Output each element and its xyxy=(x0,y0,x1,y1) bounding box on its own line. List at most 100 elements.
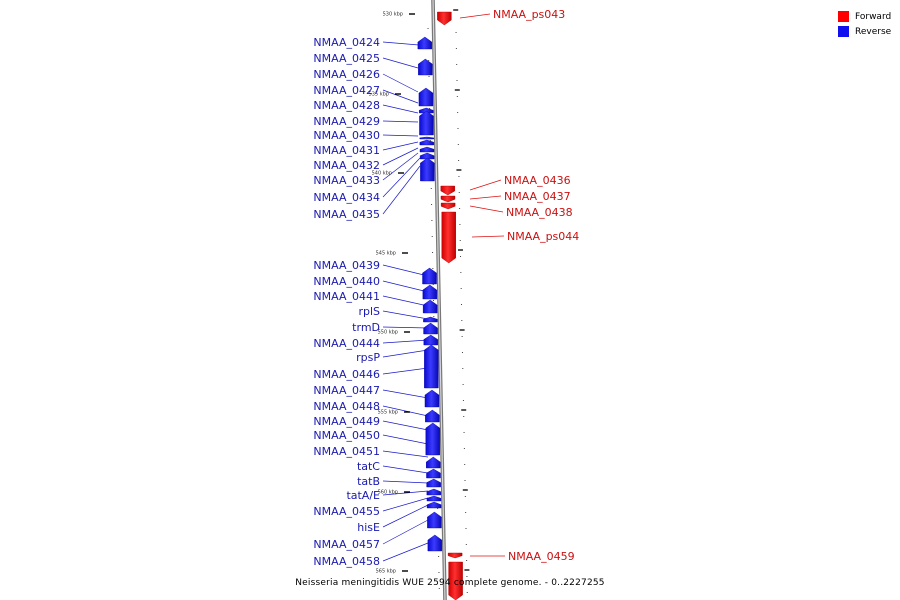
reverse-gene-block[interactable] xyxy=(427,511,442,529)
gene-label-nmaa-ps043[interactable]: NMAA_ps043 xyxy=(493,8,565,21)
gene-label-trmd[interactable]: trmD xyxy=(352,321,380,334)
gene-label-nmaa-0458[interactable]: NMAA_0458 xyxy=(313,555,380,568)
tick-label-565-kbp: 565 kbp xyxy=(376,569,396,575)
forward-gene-block[interactable] xyxy=(440,202,456,210)
reverse-gene-block[interactable] xyxy=(417,36,433,50)
reverse-gene-block[interactable] xyxy=(426,478,441,488)
forward-gene-block[interactable] xyxy=(440,185,456,196)
minor-tick xyxy=(432,252,434,253)
reverse-gene-block[interactable] xyxy=(423,322,438,335)
forward-gene-block[interactable] xyxy=(440,195,456,203)
leader-line-rpsp xyxy=(382,349,429,358)
gene-label-nmaa-0435[interactable]: NMAA_0435 xyxy=(313,208,380,221)
minor-tick xyxy=(460,272,462,273)
minor-tick xyxy=(461,352,463,353)
reverse-gene-block[interactable] xyxy=(424,344,439,389)
gene-label-nmaa-0437[interactable]: NMAA_0437 xyxy=(504,190,571,203)
reverse-gene-block[interactable] xyxy=(423,316,438,323)
gene-label-nmaa-0439[interactable]: NMAA_0439 xyxy=(313,259,380,272)
gene-label-tatc[interactable]: tatC xyxy=(357,460,380,473)
minor-tick xyxy=(457,128,459,129)
reverse-gene-block[interactable] xyxy=(426,495,442,502)
forward-gene-block[interactable] xyxy=(437,11,452,26)
reverse-gene-block[interactable] xyxy=(426,488,442,496)
leader-line-nmaa-0457 xyxy=(382,519,429,545)
gene-label-nmaa-0459[interactable]: NMAA_0459 xyxy=(508,550,575,563)
gene-label-nmaa-0427[interactable]: NMAA_0427 xyxy=(313,84,380,97)
gene-label-nmaa-0432[interactable]: NMAA_0432 xyxy=(313,159,380,172)
minor-tick xyxy=(433,316,435,317)
gene-label-nmaa-0446[interactable]: NMAA_0446 xyxy=(313,368,380,381)
gene-label-nmaa-0440[interactable]: NMAA_0440 xyxy=(313,275,380,288)
reverse-gene-block[interactable] xyxy=(419,110,434,136)
reverse-gene-block[interactable] xyxy=(419,146,435,153)
gene-label-nmaa-0450[interactable]: NMAA_0450 xyxy=(313,429,380,442)
minor-tick xyxy=(432,284,434,285)
reverse-gene-block[interactable] xyxy=(419,107,434,114)
reverse-gene-block[interactable] xyxy=(426,501,442,509)
forward-gene-block[interactable] xyxy=(448,561,463,600)
reverse-gene-block[interactable] xyxy=(424,389,440,408)
gene-label-nmaa-0447[interactable]: NMAA_0447 xyxy=(313,384,380,397)
forward-gene-block[interactable] xyxy=(441,211,456,264)
chromosome-axis-highlight xyxy=(432,0,446,600)
gene-label-tata-e[interactable]: tatA/E xyxy=(346,489,380,502)
reverse-gene-block[interactable] xyxy=(418,58,433,76)
leader-line-nmaa-0448 xyxy=(382,405,429,417)
leader-line-tatb xyxy=(382,480,429,484)
gene-label-nmaa-0451[interactable]: NMAA_0451 xyxy=(313,445,380,458)
legend-item-forward: Forward xyxy=(838,9,891,24)
gene-label-nmaa-0430[interactable]: NMAA_0430 xyxy=(313,129,380,142)
gene-label-nmaa-0424[interactable]: NMAA_0424 xyxy=(313,36,380,49)
forward-gene-block[interactable] xyxy=(447,552,463,559)
reverse-gene-block[interactable] xyxy=(422,299,438,314)
reverse-gene-block[interactable] xyxy=(422,284,438,300)
reverse-gene-block[interactable] xyxy=(425,422,440,456)
reverse-gene-block[interactable] xyxy=(426,456,441,469)
gene-label-nmaa-0426[interactable]: NMAA_0426 xyxy=(313,68,380,81)
reverse-gene-block[interactable] xyxy=(419,136,434,140)
gene-label-nmaa-0436[interactable]: NMAA_0436 xyxy=(504,174,571,187)
gene-label-nmaa-0429[interactable]: NMAA_0429 xyxy=(313,115,380,128)
leader-line-nmaa-0427 xyxy=(382,89,419,104)
reverse-gene-block[interactable] xyxy=(425,409,440,423)
leader-line-nmaa-0439 xyxy=(382,264,429,277)
reverse-gene-block[interactable] xyxy=(423,334,438,346)
reverse-gene-block[interactable] xyxy=(419,139,435,146)
gene-label-nmaa-0425[interactable]: NMAA_0425 xyxy=(313,52,380,65)
reverse-gene-block[interactable] xyxy=(426,468,441,479)
reverse-gene-block[interactable] xyxy=(422,267,437,285)
minor-tick xyxy=(463,416,465,417)
gene-label-rpsp[interactable]: rpsP xyxy=(356,351,380,364)
gene-label-rpls[interactable]: rplS xyxy=(358,305,380,318)
minor-tick xyxy=(431,204,433,205)
minor-tick xyxy=(459,240,461,241)
gene-label-hise[interactable]: hisE xyxy=(357,521,380,534)
legend-swatch-reverse xyxy=(838,26,849,37)
reverse-gene-block[interactable] xyxy=(419,152,435,160)
minor-tick xyxy=(431,220,433,221)
minor-tick xyxy=(429,140,431,141)
gene-label-nmaa-0433[interactable]: NMAA_0433 xyxy=(313,174,380,187)
reverse-gene-block[interactable] xyxy=(427,534,443,552)
leader-line-nmaa-0434 xyxy=(382,157,421,198)
gene-label-nmaa-0449[interactable]: NMAA_0449 xyxy=(313,415,380,428)
gene-label-nmaa-ps044[interactable]: NMAA_ps044 xyxy=(507,230,579,243)
gene-label-nmaa-0428[interactable]: NMAA_0428 xyxy=(313,99,380,112)
gene-label-nmaa-0457[interactable]: NMAA_0457 xyxy=(313,538,380,551)
gene-label-nmaa-0455[interactable]: NMAA_0455 xyxy=(313,505,380,518)
gene-label-nmaa-0444[interactable]: NMAA_0444 xyxy=(313,337,380,350)
reverse-gene-block[interactable] xyxy=(418,87,434,107)
gene-label-nmaa-0434[interactable]: NMAA_0434 xyxy=(313,191,380,204)
minor-tick xyxy=(461,320,463,321)
leader-line-nmaa-0428 xyxy=(382,104,419,114)
reverse-gene-block[interactable] xyxy=(420,157,435,182)
gene-label-nmaa-0448[interactable]: NMAA_0448 xyxy=(313,400,380,413)
minor-tick xyxy=(462,368,464,369)
gene-label-nmaa-0431[interactable]: NMAA_0431 xyxy=(313,144,380,157)
gene-label-nmaa-0438[interactable]: NMAA_0438 xyxy=(506,206,573,219)
minor-tick xyxy=(463,432,465,433)
gene-label-nmaa-0441[interactable]: NMAA_0441 xyxy=(313,290,380,303)
gene-label-tatb[interactable]: tatB xyxy=(357,475,380,488)
minor-tick xyxy=(438,572,440,573)
